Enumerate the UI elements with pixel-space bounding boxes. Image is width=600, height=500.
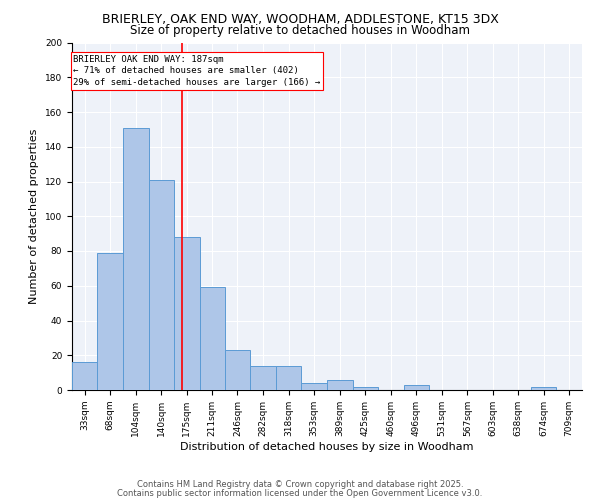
Bar [199,288,224,390]
Bar [250,366,276,390]
X-axis label: Distribution of detached houses by size in Woodham: Distribution of detached houses by size … [180,442,474,452]
Bar [404,385,429,390]
Bar [224,350,250,390]
Bar [531,386,556,390]
Bar [174,237,199,390]
Bar [301,383,327,390]
Text: BRIERLEY OAK END WAY: 187sqm
← 71% of detached houses are smaller (402)
29% of s: BRIERLEY OAK END WAY: 187sqm ← 71% of de… [73,54,320,88]
Text: BRIERLEY, OAK END WAY, WOODHAM, ADDLESTONE, KT15 3DX: BRIERLEY, OAK END WAY, WOODHAM, ADDLESTO… [101,12,499,26]
Bar [149,180,174,390]
Bar [97,252,123,390]
Y-axis label: Number of detached properties: Number of detached properties [29,128,40,304]
Bar [327,380,353,390]
Bar [72,362,97,390]
Text: Size of property relative to detached houses in Woodham: Size of property relative to detached ho… [130,24,470,37]
Bar [123,128,149,390]
Text: Contains HM Land Registry data © Crown copyright and database right 2025.: Contains HM Land Registry data © Crown c… [137,480,463,489]
Text: Contains public sector information licensed under the Open Government Licence v3: Contains public sector information licen… [118,489,482,498]
Bar [276,366,301,390]
Bar [353,386,378,390]
